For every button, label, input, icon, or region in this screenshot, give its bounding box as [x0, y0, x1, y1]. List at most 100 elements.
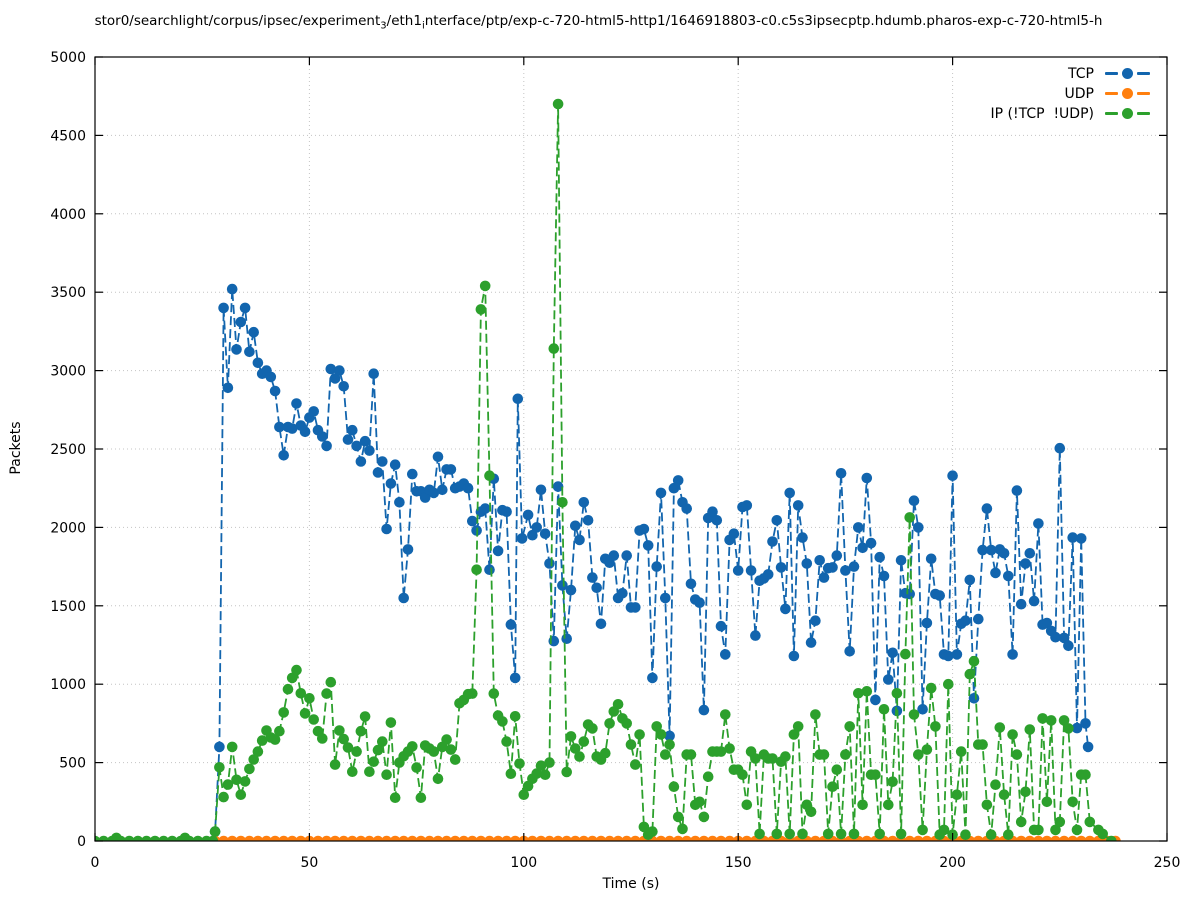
data-point	[917, 824, 928, 836]
data-point	[424, 835, 435, 841]
data-point	[947, 470, 958, 482]
data-point	[1037, 713, 1048, 724]
data-point	[702, 771, 714, 782]
data-point	[608, 550, 620, 561]
data-point	[184, 835, 195, 841]
data-point	[1041, 796, 1053, 808]
chart-title-sub1: 3	[380, 20, 387, 32]
data-point	[1007, 649, 1018, 660]
data-point	[840, 749, 851, 760]
data-point	[1050, 631, 1061, 643]
data-point	[672, 835, 684, 841]
tick-labels: 0500100015002000250030003500400045005000…	[50, 50, 1180, 871]
data-point	[492, 545, 504, 557]
series-layer	[95, 98, 1121, 841]
data-point	[587, 723, 598, 734]
data-point	[904, 588, 915, 600]
data-point	[308, 406, 320, 417]
data-point	[698, 704, 710, 716]
data-point	[668, 482, 680, 494]
data-point	[449, 835, 461, 841]
data-point	[445, 744, 457, 755]
data-point	[124, 835, 135, 841]
data-point	[827, 781, 838, 792]
data-point	[977, 739, 988, 750]
data-point	[1007, 729, 1018, 740]
data-point	[458, 835, 470, 841]
data-point	[557, 497, 568, 508]
data-point	[557, 580, 568, 591]
data-point	[355, 456, 367, 467]
data-point	[865, 537, 877, 549]
data-point	[492, 835, 504, 841]
legend-dash-icon	[1105, 92, 1118, 95]
data-point	[321, 440, 332, 452]
data-point	[664, 739, 675, 750]
data-point	[484, 470, 495, 482]
data-point	[295, 688, 307, 699]
data-point	[818, 572, 830, 583]
data-point	[398, 592, 410, 604]
data-point	[1080, 718, 1091, 729]
data-point	[231, 344, 242, 355]
data-point	[698, 811, 710, 823]
data-point	[1080, 769, 1091, 780]
data-point	[990, 779, 1001, 790]
data-point	[552, 481, 564, 492]
data-point	[570, 835, 581, 841]
data-point	[222, 382, 234, 394]
data-point	[754, 828, 765, 840]
data-point	[853, 688, 864, 699]
data-point	[1024, 724, 1036, 735]
data-point	[900, 648, 911, 660]
data-point	[484, 835, 495, 841]
legend-label-udp: UDP	[1064, 85, 1094, 102]
data-point	[1082, 741, 1094, 753]
data-point	[973, 835, 984, 841]
data-point	[514, 758, 525, 769]
y-tick-label: 3500	[50, 285, 86, 301]
data-point	[810, 615, 821, 626]
data-point	[1020, 558, 1031, 569]
data-point	[501, 835, 512, 841]
data-point	[651, 721, 662, 732]
data-point	[887, 647, 898, 659]
data-point	[913, 749, 924, 760]
series-line	[213, 289, 1089, 841]
chart-title-part2: /eth1	[386, 13, 422, 29]
data-point	[925, 682, 937, 694]
data-point	[981, 799, 993, 811]
data-point	[1033, 518, 1044, 529]
data-point	[235, 835, 247, 841]
data-point	[544, 835, 555, 841]
data-point	[351, 440, 362, 452]
data-point	[767, 753, 778, 764]
data-point	[338, 733, 350, 745]
data-point	[750, 753, 761, 764]
data-point	[1050, 835, 1061, 841]
data-point	[226, 741, 238, 753]
data-point	[1045, 715, 1057, 726]
data-point	[329, 759, 341, 770]
data-point	[295, 835, 307, 841]
data-point	[325, 363, 337, 375]
data-point	[1067, 796, 1078, 808]
data-point	[432, 835, 444, 841]
data-point	[561, 633, 572, 644]
data-point	[853, 522, 864, 533]
data-point	[214, 741, 225, 753]
data-point	[668, 781, 680, 792]
data-point	[630, 602, 641, 613]
data-point	[870, 769, 881, 780]
data-point	[715, 835, 727, 841]
x-tick-label: 250	[1154, 855, 1181, 871]
data-point	[407, 835, 418, 841]
chart-title: stor0/searchlight/corpus/ipsec/experimen…	[0, 13, 1197, 32]
y-tick-label: 4000	[50, 207, 86, 223]
data-point	[1041, 617, 1053, 629]
data-point	[964, 668, 976, 680]
data-point	[1003, 829, 1014, 840]
data-point	[334, 725, 345, 736]
data-point	[411, 762, 422, 773]
data-point	[681, 835, 692, 841]
